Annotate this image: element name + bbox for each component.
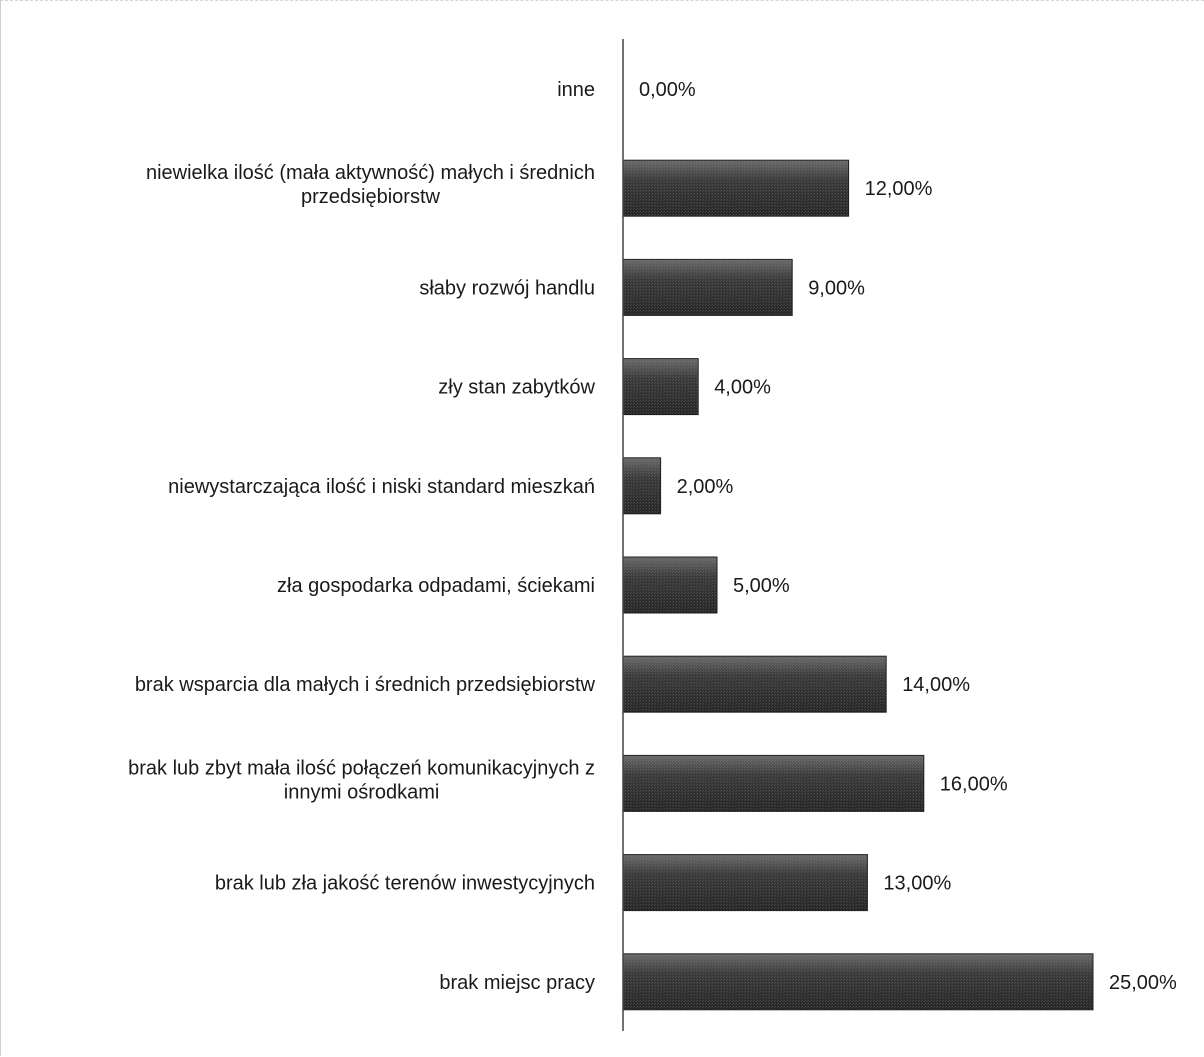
bar-texture-4 bbox=[623, 457, 661, 514]
category-label-5-line-0: zła gospodarka odpadami, ściekami bbox=[277, 575, 595, 597]
category-label-2-line-0: słaby rozwój handlu bbox=[419, 277, 595, 299]
bar-texture-7 bbox=[623, 755, 924, 812]
data-label-7: 16,00% bbox=[940, 773, 1008, 795]
bar-texture-1 bbox=[623, 160, 849, 217]
data-label-5: 5,00% bbox=[733, 575, 790, 597]
bar-texture-6 bbox=[623, 656, 887, 713]
bar-texture-2 bbox=[623, 259, 793, 316]
category-label-6-line-0: brak wsparcia dla małych i średnich prze… bbox=[135, 674, 596, 696]
data-label-6: 14,00% bbox=[902, 674, 970, 696]
bar-texture-5 bbox=[623, 557, 717, 613]
category-label-1-line-1: przedsiębiorstw bbox=[301, 186, 441, 208]
bar-texture-8 bbox=[623, 854, 868, 911]
category-label-9-line-0: brak miejsc pracy bbox=[439, 972, 595, 994]
data-label-0: 0,00% bbox=[639, 79, 696, 101]
category-label-7-line-1: innymi ośrodkami bbox=[284, 781, 440, 803]
data-label-8: 13,00% bbox=[883, 873, 951, 895]
data-label-1: 12,00% bbox=[865, 178, 933, 200]
category-label-3-line-0: zły stan zabytków bbox=[438, 377, 595, 399]
data-label-9: 25,00% bbox=[1109, 972, 1177, 994]
data-label-2: 9,00% bbox=[808, 277, 865, 299]
category-label-7-line-0: brak lub zbyt mała ilość połączeń komuni… bbox=[128, 757, 595, 779]
category-label-4-line-0: niewystarczająca ilość i niski standard … bbox=[168, 476, 595, 498]
bar-texture-9 bbox=[623, 953, 1093, 1010]
category-label-0-line-0: inne bbox=[557, 79, 595, 101]
data-label-4: 2,00% bbox=[677, 476, 734, 498]
data-label-3: 4,00% bbox=[714, 377, 771, 399]
category-label-8-line-0: brak lub zła jakość terenów inwestycyjny… bbox=[215, 873, 595, 895]
bar-texture-3 bbox=[623, 358, 699, 415]
category-label-1-line-0: niewielka ilość (mała aktywność) małych … bbox=[146, 162, 595, 184]
